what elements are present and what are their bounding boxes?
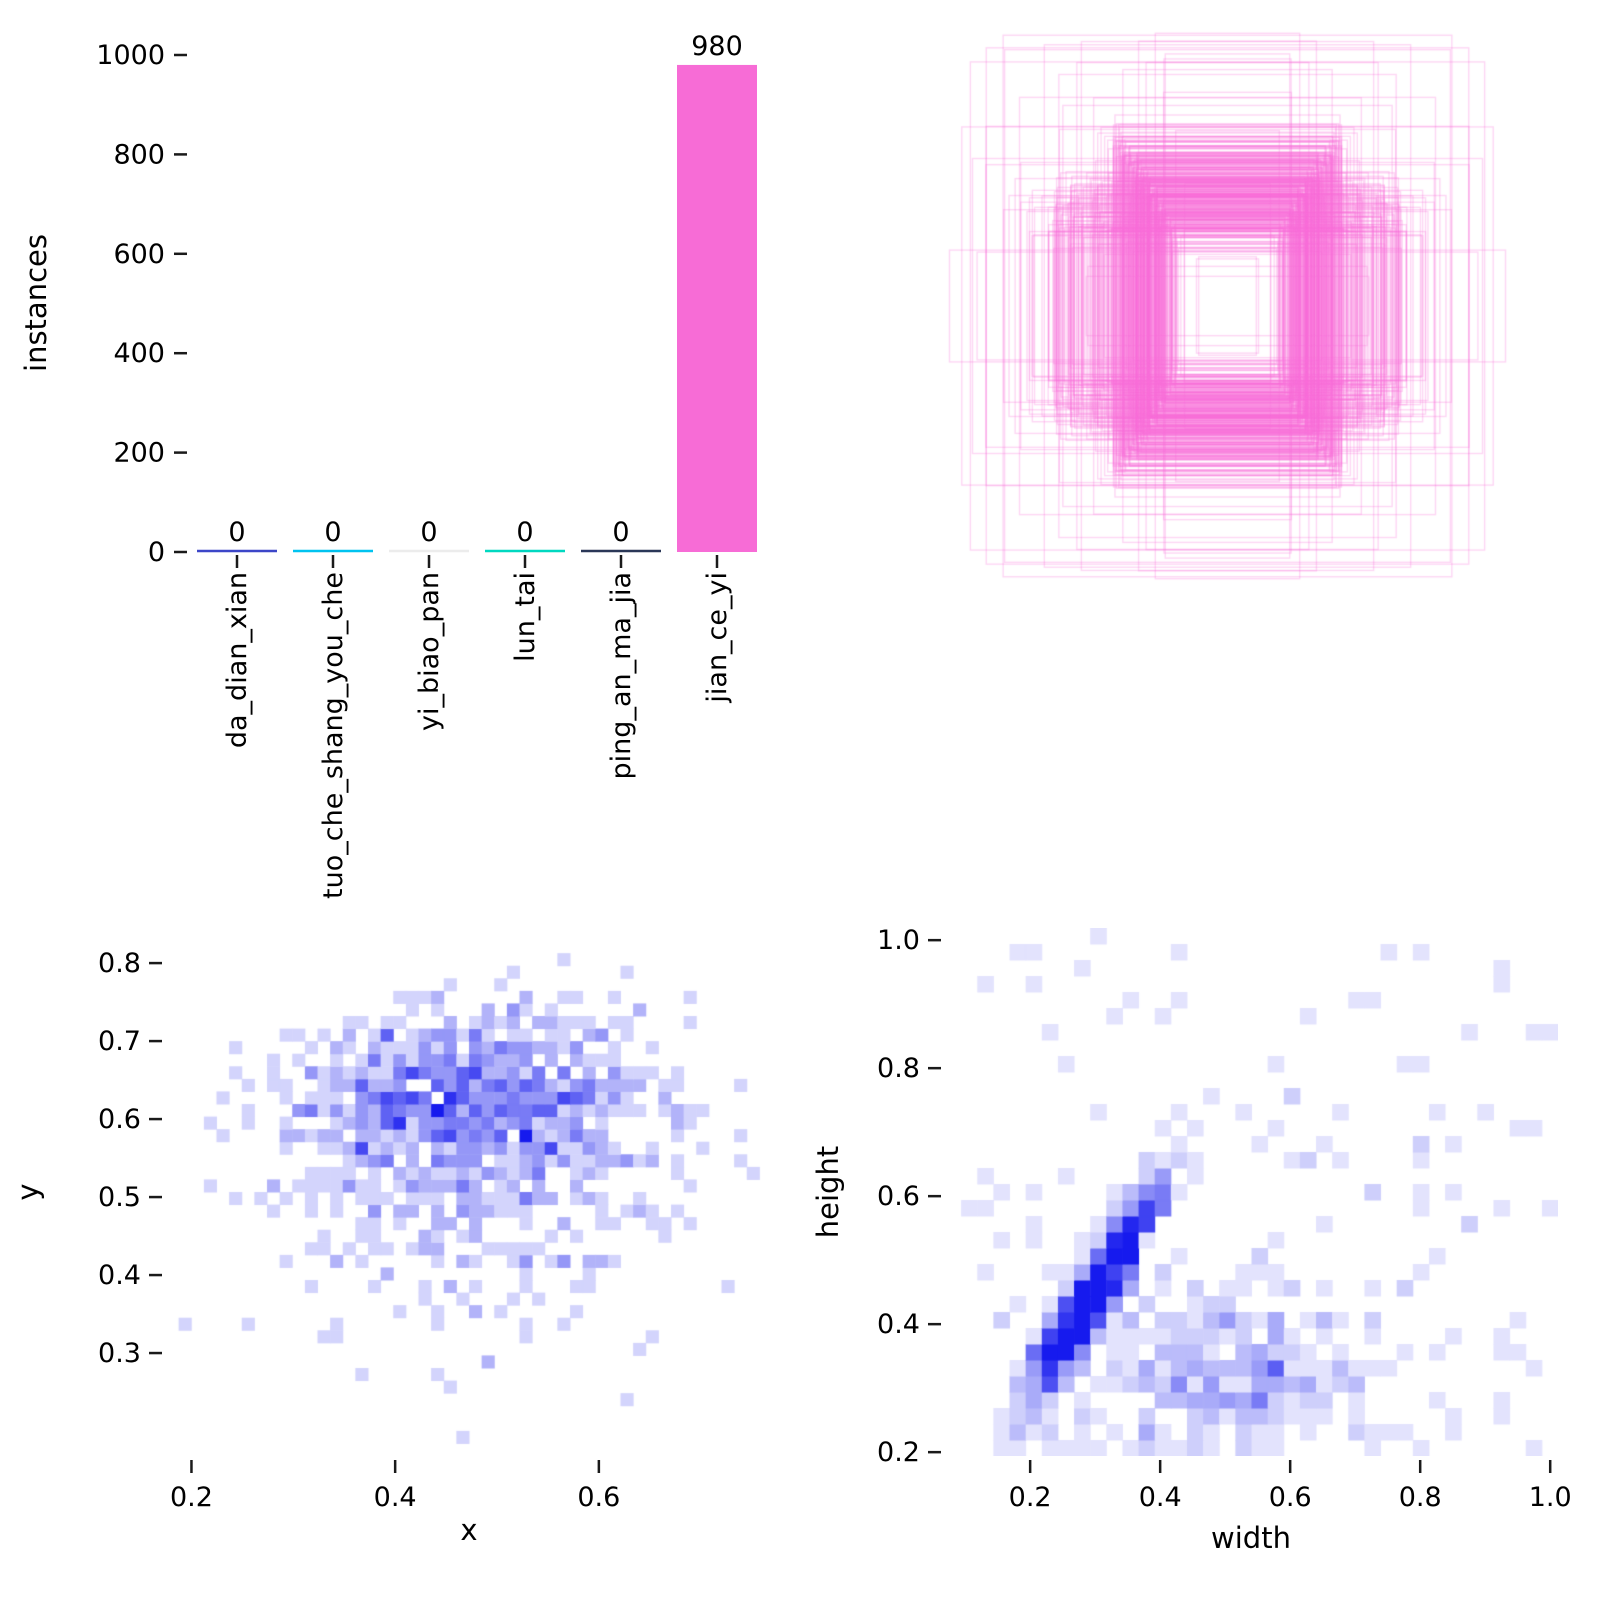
xy_hist-ytick-label: 0.5 — [98, 1182, 141, 1213]
wh_hist-xtick-label: 0.4 — [1139, 1482, 1182, 1513]
wh_hist-ytick-label: 0.8 — [877, 1053, 920, 1084]
bar-ytick-label: 400 — [113, 338, 165, 369]
xy_hist-ytick-label: 0.4 — [98, 1260, 141, 1291]
xy_hist-ytick-label: 0.3 — [98, 1338, 141, 1369]
bar-value-label: 0 — [420, 517, 437, 548]
xy-histogram-axes: 0.2 0.4 0.6 0.3 0.4 0.5 0.6 0.7 0.8 — [98, 948, 620, 1513]
bar — [677, 64, 757, 552]
wh_hist-ytick-label: 0.6 — [877, 1181, 920, 1212]
bounding-boxes-canvas — [945, 30, 1510, 582]
bar-category-label: yi_biao_pan — [414, 572, 445, 731]
bar-ytick-label: 200 — [113, 438, 165, 469]
bar-value-label: 0 — [228, 517, 245, 548]
bar-category-label: lun_tai — [510, 572, 541, 662]
wh_hist-ytick-label: 0.2 — [877, 1437, 920, 1468]
xy_hist-xtick-label: 0.6 — [577, 1482, 620, 1513]
wh_hist-ytick-label: 1.0 — [877, 925, 920, 956]
xy-xlabel: x — [460, 1513, 477, 1547]
width-height-histogram-axes: 0.2 0.4 0.6 0.8 1.0 0.2 0.4 0.6 0.8 1.0 — [877, 925, 1572, 1513]
wh_hist-xtick-label: 0.8 — [1399, 1482, 1442, 1513]
bar-ytick-label: 0 — [148, 537, 165, 568]
bar-category-label: da_dian_xian — [222, 572, 253, 748]
xy_hist-ytick-label: 0.7 — [98, 1026, 141, 1057]
wh_hist-ytick-label: 0.4 — [877, 1309, 920, 1340]
bar-ytick-label: 600 — [113, 239, 165, 270]
bar-ytick-label: 800 — [113, 139, 165, 170]
wh_hist-xtick-label: 1.0 — [1529, 1482, 1572, 1513]
wh_hist-xtick-label: 0.6 — [1269, 1482, 1312, 1513]
bar-ylabel: instances — [19, 234, 53, 372]
instances-bar-panel: 0 200 400 600 800 1000 0 da_dian_xian 0 tuo_che_s… — [96, 31, 757, 899]
wh-xlabel: width — [1211, 1521, 1291, 1555]
bar-value-label: 0 — [516, 517, 533, 548]
bar-value-label: 980 — [691, 31, 743, 62]
xy_hist-xtick-label: 0.2 — [170, 1482, 213, 1513]
bar-value-label: 0 — [612, 517, 629, 548]
xy-ylabel: y — [11, 1183, 45, 1200]
xy_hist-ytick-label: 0.6 — [98, 1104, 141, 1135]
bar-category-label: tuo_che_shang_you_che — [318, 572, 349, 899]
bar-category-label: jian_ce_yi — [702, 572, 733, 704]
bar-value-label: 0 — [324, 517, 341, 548]
wh_hist-xtick-label: 0.2 — [1009, 1482, 1052, 1513]
width-height-heatmap-canvas — [945, 928, 1558, 1456]
bar-ytick-label: 1000 — [96, 40, 165, 71]
xy-heatmap-canvas — [166, 928, 772, 1456]
bar-category-label: ping_an_ma_jia — [606, 572, 637, 779]
xy_hist-ytick-label: 0.8 — [98, 948, 141, 979]
xy_hist-xtick-label: 0.4 — [374, 1482, 417, 1513]
wh-ylabel: height — [811, 1146, 845, 1238]
